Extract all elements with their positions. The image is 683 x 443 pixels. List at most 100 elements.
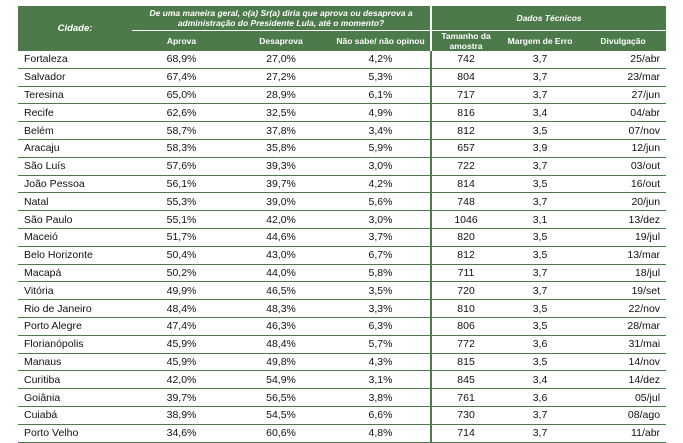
poll-table-container: Cidade: De uma maneira geral, o(a) Sr(a)… xyxy=(18,6,667,443)
cell-aprova: 48,4% xyxy=(132,299,231,318)
cell-aprova: 50,4% xyxy=(132,246,231,265)
cell-city: Natal xyxy=(18,192,132,212)
table-row: Porto Velho 34,6% 60,6% 4,8% 714 3,7 11/abr xyxy=(18,424,667,443)
cell-desaprova: 35,8% xyxy=(231,139,331,158)
cell-amostra: 720 xyxy=(430,281,501,301)
cell-aprova: 65,0% xyxy=(132,86,231,105)
cell-divulgacao: 19/jul xyxy=(580,228,667,247)
cell-city: São Luís xyxy=(18,157,132,176)
cell-nao-sabe: 5,9% xyxy=(331,139,432,158)
cell-desaprova: 54,5% xyxy=(231,406,331,425)
cell-city: Macapá xyxy=(18,264,132,283)
table-body: Fortaleza 68,9% 27,0% 4,2% 742 3,7 25/abr Salva… xyxy=(18,51,667,443)
cell-nao-sabe: 6,7% xyxy=(331,246,432,265)
cell-city: Maceió xyxy=(18,228,132,247)
cell-amostra: 812 xyxy=(430,246,501,265)
cell-amostra: 806 xyxy=(430,317,501,336)
cell-city: Recife xyxy=(18,103,132,123)
table-row: Rio de Janeiro 48,4% 48,3% 3,3% 810 3,5 22/nov xyxy=(18,299,667,318)
table-row: Maceió 51,7% 44,6% 3,7% 820 3,5 19/jul xyxy=(18,228,667,247)
cell-city: Manaus xyxy=(18,353,132,372)
cell-nao-sabe: 3,3% xyxy=(331,299,432,318)
cell-margem: 3,6 xyxy=(500,335,581,354)
cell-nao-sabe: 4,9% xyxy=(331,103,432,123)
table-row: Salvador 67,4% 27,2% 5,3% 804 3,7 23/mar xyxy=(18,68,667,87)
cell-amostra: 816 xyxy=(430,103,501,123)
cell-nao-sabe: 6,6% xyxy=(331,406,432,425)
cell-margem: 3,7 xyxy=(500,68,581,87)
cell-desaprova: 28,9% xyxy=(231,86,331,105)
col-aprova-header: Aprova xyxy=(132,30,231,51)
cell-city: Belém xyxy=(18,121,132,140)
cell-desaprova: 39,3% xyxy=(231,157,331,176)
cell-amostra: 711 xyxy=(430,264,501,283)
cell-desaprova: 46,5% xyxy=(231,281,331,301)
cell-nao-sabe: 3,8% xyxy=(331,388,432,407)
cell-nao-sabe: 4,3% xyxy=(331,353,432,372)
cell-desaprova: 56,5% xyxy=(231,388,331,407)
cell-amostra: 804 xyxy=(430,68,501,87)
cell-desaprova: 39,0% xyxy=(231,192,331,212)
header-row-top: Cidade: De uma maneira geral, o(a) Sr(a)… xyxy=(18,6,667,51)
cell-divulgacao: 07/nov xyxy=(580,121,667,140)
cell-aprova: 58,3% xyxy=(132,139,231,158)
cell-divulgacao: 23/mar xyxy=(580,68,667,87)
cell-margem: 3,7 xyxy=(500,51,581,69)
cell-city: Porto Alegre xyxy=(18,317,132,336)
cell-margem: 3,5 xyxy=(500,121,581,140)
cell-aprova: 38,9% xyxy=(132,406,231,425)
cell-aprova: 39,7% xyxy=(132,388,231,407)
cell-aprova: 55,3% xyxy=(132,192,231,212)
cell-aprova: 51,7% xyxy=(132,228,231,247)
cell-divulgacao: 31/mai xyxy=(580,335,667,354)
cell-aprova: 56,1% xyxy=(132,175,231,194)
cell-amostra: 717 xyxy=(430,86,501,105)
cell-aprova: 34,6% xyxy=(132,424,231,443)
cell-desaprova: 49,8% xyxy=(231,353,331,372)
cell-divulgacao: 18/jul xyxy=(580,264,667,283)
cell-aprova: 47,4% xyxy=(132,317,231,336)
cell-aprova: 50,2% xyxy=(132,264,231,283)
cell-margem: 3,7 xyxy=(500,406,581,425)
cell-amostra: 714 xyxy=(430,424,501,443)
col-nao-sabe-header: Não sabe/ não opinou xyxy=(331,30,432,51)
table-row: Manaus 45,9% 49,8% 4,3% 815 3,5 14/nov xyxy=(18,353,667,372)
col-margem-header: Margem de Erro xyxy=(500,30,581,51)
table-row: Fortaleza 68,9% 27,0% 4,2% 742 3,7 25/abr xyxy=(18,51,667,69)
cell-desaprova: 48,4% xyxy=(231,335,331,354)
table-row: São Luís 57,6% 39,3% 3,0% 722 3,7 03/out xyxy=(18,157,667,176)
table-row: João Pessoa 56,1% 39,7% 4,2% 814 3,5 16/out xyxy=(18,175,667,194)
cell-margem: 3,7 xyxy=(500,281,581,301)
cell-divulgacao: 25/abr xyxy=(580,51,667,69)
table-row: Belo Horizonte 50,4% 43,0% 6,7% 812 3,5 13/mar xyxy=(18,246,667,265)
cell-divulgacao: 03/out xyxy=(580,157,667,176)
cell-desaprova: 54,9% xyxy=(231,370,331,390)
table-row: Teresina 65,0% 28,9% 6,1% 717 3,7 27/jun xyxy=(18,86,667,105)
table-row: Porto Alegre 47,4% 46,3% 6,3% 806 3,5 28/mar xyxy=(18,317,667,336)
cell-aprova: 68,9% xyxy=(132,51,231,69)
cell-amostra: 657 xyxy=(430,139,501,158)
cell-divulgacao: 16/out xyxy=(580,175,667,194)
cell-margem: 3,4 xyxy=(500,370,581,390)
table-row: Aracaju 58,3% 35,8% 5,9% 657 3,9 12/jun xyxy=(18,139,667,158)
cell-amostra: 845 xyxy=(430,370,501,390)
cell-city: Vitória xyxy=(18,281,132,301)
table-row: Macapá 50,2% 44,0% 5,8% 711 3,7 18/jul xyxy=(18,264,667,283)
cell-city: Porto Velho xyxy=(18,424,132,443)
cell-margem: 3,5 xyxy=(500,317,581,336)
cell-amostra: 761 xyxy=(430,388,501,407)
cell-aprova: 55,1% xyxy=(132,210,231,229)
cell-desaprova: 48,3% xyxy=(231,299,331,318)
poll-table: Cidade: De uma maneira geral, o(a) Sr(a)… xyxy=(18,6,667,443)
cell-margem: 3,7 xyxy=(500,192,581,212)
cell-divulgacao: 28/mar xyxy=(580,317,667,336)
tech-header: Dados Técnicos xyxy=(430,6,667,31)
cell-divulgacao: 12/jun xyxy=(580,139,667,158)
cell-desaprova: 46,3% xyxy=(231,317,331,336)
cell-nao-sabe: 5,3% xyxy=(331,68,432,87)
table-row: Recife 62,6% 32,5% 4,9% 816 3,4 04/abr xyxy=(18,103,667,123)
cell-divulgacao: 27/jun xyxy=(580,86,667,105)
city-header: Cidade: xyxy=(18,6,132,51)
cell-amostra: 1046 xyxy=(430,210,501,229)
table-row: Natal 55,3% 39,0% 5,6% 748 3,7 20/jun xyxy=(18,192,667,212)
